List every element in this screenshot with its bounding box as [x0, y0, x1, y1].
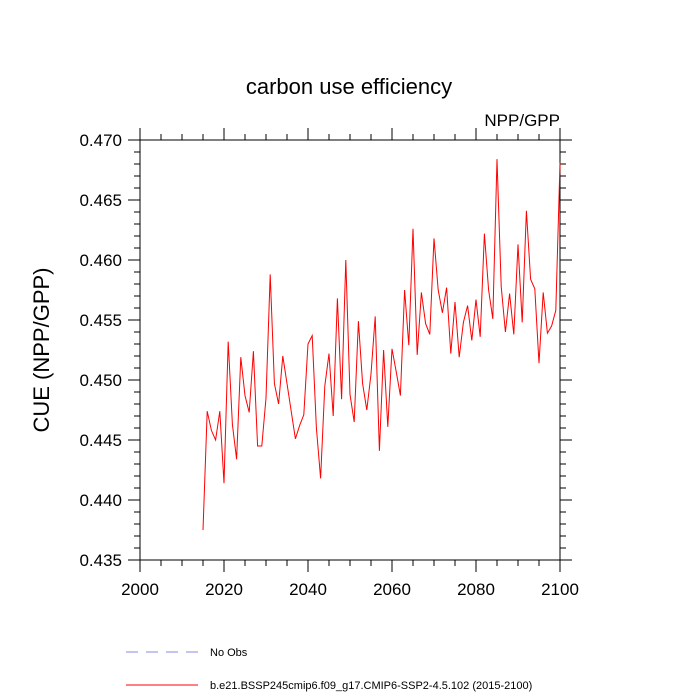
series-line-0	[202, 159, 561, 531]
y-tick-label: 0.470	[79, 131, 122, 150]
legend: No Obs b.e21.BSSP245cmip6.f09_g17.CMIP6-…	[126, 647, 532, 692]
y-tick-label: 0.450	[79, 371, 122, 390]
y-axis-ticks	[128, 139, 572, 561]
x-axis-ticks	[139, 128, 561, 572]
x-tick-label: 2080	[457, 580, 495, 599]
y-tick-label: 0.445	[79, 431, 122, 450]
x-tick-label: 2000	[121, 580, 159, 599]
x-tick-label: 2040	[289, 580, 327, 599]
x-axis-tick-labels: 2000 2020 2040 2060 2080 2100	[121, 580, 579, 599]
y-tick-label: 0.455	[79, 311, 122, 330]
legend-label-model-run: b.e21.BSSP245cmip6.f09_g17.CMIP6-SSP2-4.…	[210, 680, 532, 692]
y-axis-label: CUE (NPP/GPP)	[29, 267, 54, 432]
y-tick-label: 0.465	[79, 191, 122, 210]
y-tick-label: 0.435	[79, 551, 122, 570]
y-axis-tick-labels: 0.435 0.440 0.445 0.450 0.455 0.460 0.465 0.470	[79, 131, 122, 570]
chart-title: carbon use efficiency	[246, 74, 452, 99]
x-tick-label: 2060	[373, 580, 411, 599]
plot-frame	[139, 139, 561, 561]
legend-label-no-obs: No Obs	[210, 647, 248, 659]
chart-subtitle: NPP/GPP	[484, 111, 560, 130]
x-tick-label: 2020	[205, 580, 243, 599]
y-tick-label: 0.440	[79, 491, 122, 510]
y-tick-label: 0.460	[79, 251, 122, 270]
x-tick-label: 2100	[541, 580, 579, 599]
series-lines	[202, 159, 561, 531]
